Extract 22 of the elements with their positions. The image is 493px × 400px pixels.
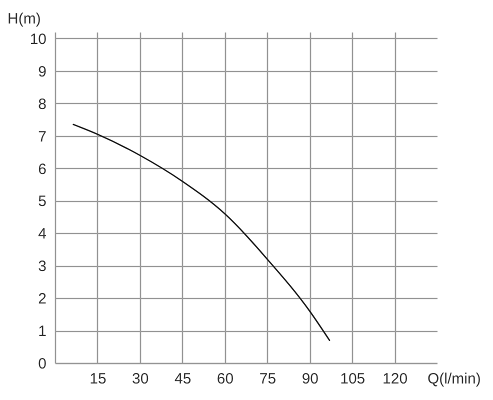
x-tick-label: 30	[132, 370, 149, 388]
y-tick-label: 2	[38, 290, 46, 308]
line-series	[72, 124, 330, 341]
y-tick-label: 4	[38, 226, 46, 243]
x-tick-label: 90	[302, 370, 319, 388]
y-axis-title: H(m)	[8, 10, 41, 28]
x-tick-label: 75	[259, 370, 276, 388]
y-tick-label: 1	[38, 323, 46, 340]
x-tick-label: 60	[216, 370, 234, 388]
y-tick-label: 7	[38, 128, 46, 146]
y-tick-label: 10	[30, 30, 46, 48]
x-tick-label: 105	[340, 370, 366, 388]
x-tick-label: 15	[90, 370, 106, 388]
y-tick-label: 5	[38, 193, 46, 210]
y-tick-label: 0	[38, 356, 46, 372]
y-tick-label: 3	[38, 258, 46, 276]
y-tick-label: 6	[38, 160, 46, 178]
x-tick-label: 120	[382, 370, 408, 388]
y-tick-label: 9	[38, 63, 46, 80]
x-axis-title: Q(l/min)	[428, 370, 481, 388]
y-tick-label: 8	[38, 96, 46, 113]
x-tick-label: 45	[174, 370, 192, 388]
